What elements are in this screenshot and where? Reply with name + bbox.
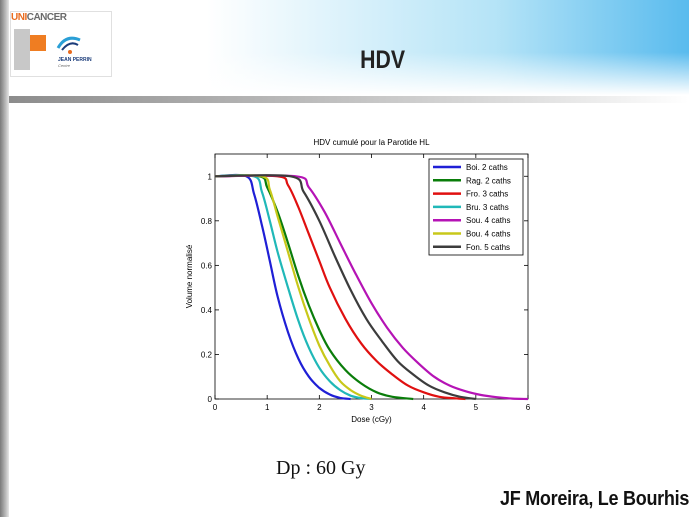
- x-tick-label: 1: [265, 403, 270, 412]
- series-line-5: [214, 174, 529, 401]
- x-tick-label: 4: [421, 403, 426, 412]
- x-axis-label: Dose (cGy): [351, 415, 392, 424]
- y-tick-label: 1: [208, 172, 213, 181]
- unicancer-logo: UNICANCER: [11, 12, 67, 23]
- y-tick-label: 0.8: [201, 217, 213, 226]
- authors-credit: JF Moreira, Le Bourhis: [499, 488, 689, 510]
- y-tick-label: 0.4: [201, 306, 213, 315]
- prescribed-dose: Dp : 60 Gy: [276, 457, 366, 479]
- x-tick-label: 5: [474, 403, 479, 412]
- jean-perrin-name: JEAN PERRIN: [58, 57, 92, 63]
- series-line-6: [214, 174, 372, 401]
- legend-label-7: Fon. 5 caths: [466, 243, 510, 252]
- x-tick-label: 6: [526, 403, 531, 412]
- legend-label-6: Bou. 4 caths: [466, 230, 510, 239]
- y-tick-label: 0.2: [201, 350, 213, 359]
- legend-label-5: Sou. 4 caths: [466, 216, 510, 225]
- jean-perrin-subtitle: Centre: [58, 63, 71, 68]
- legend-label-3: Fro. 3 caths: [466, 190, 508, 199]
- series-line-1: [214, 173, 351, 401]
- legend-label-1: Boi. 2 caths: [466, 163, 508, 172]
- series-line-2: [214, 174, 414, 401]
- logo-orange-square: [30, 35, 46, 51]
- series-line-7: [214, 174, 476, 401]
- legend-label-2: Rag. 2 caths: [466, 176, 511, 185]
- left-edge-bar: [0, 0, 9, 517]
- logo-grey-block: [14, 29, 30, 70]
- x-tick-label: 3: [369, 403, 374, 412]
- header-fade: [0, 0, 689, 95]
- series-line-3: [214, 174, 466, 401]
- chart-title: HDV cumulé pour la Parotide HL: [313, 138, 430, 147]
- series-line-4: [214, 174, 372, 401]
- y-tick-label: 0.6: [201, 261, 213, 270]
- slide-title: HDV: [360, 46, 406, 74]
- legend-label-4: Bru. 3 caths: [466, 203, 509, 212]
- y-tick-label: 0: [208, 395, 213, 404]
- y-axis-label: Volume normalisé: [185, 244, 194, 308]
- x-tick-label: 2: [317, 403, 322, 412]
- x-tick-label: 0: [213, 403, 218, 412]
- header-rule: [9, 96, 689, 103]
